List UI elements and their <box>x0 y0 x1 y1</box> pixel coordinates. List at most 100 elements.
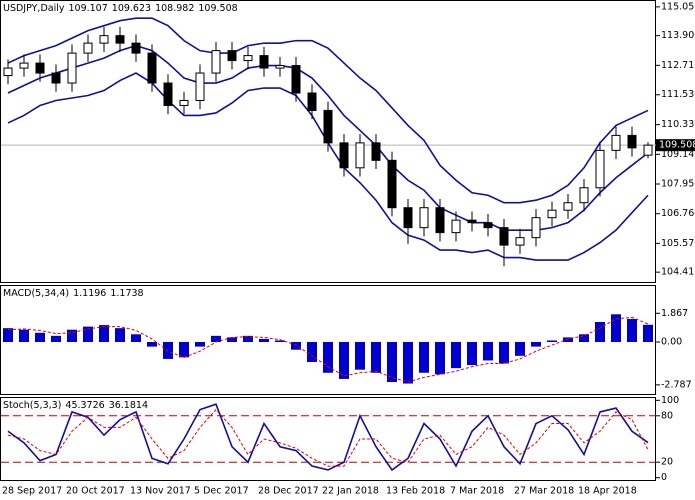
candle-body <box>403 207 413 229</box>
x-tick-label: 7 Mar 2018 <box>450 486 504 497</box>
macd-bar <box>403 342 413 384</box>
ohlc-value: 109.107 <box>68 3 107 14</box>
ohlc-value: 109.508 <box>198 3 237 14</box>
macd-bar <box>483 342 493 361</box>
candle-body <box>627 134 637 149</box>
macd-bar <box>611 314 621 342</box>
candle-body <box>339 142 349 169</box>
ohlc-value: 108.982 <box>155 3 194 14</box>
candle-body <box>67 52 77 84</box>
indicator-name: Stoch(5,3,3) <box>3 400 61 411</box>
candle-body <box>387 159 397 209</box>
macd-bar <box>435 342 445 375</box>
macd-bar <box>195 342 205 347</box>
candle-body <box>643 144 653 156</box>
candle-body <box>3 67 13 77</box>
macd-pane <box>0 285 656 395</box>
macd-bar <box>595 322 605 342</box>
stoch-pane <box>0 397 656 481</box>
x-tick-label: 5 Dec 2017 <box>194 486 249 497</box>
x-tick-label: 22 Jan 2018 <box>322 486 379 497</box>
candle-body <box>419 207 429 229</box>
indicator-value: 36.1814 <box>109 400 148 411</box>
candle-body <box>179 99 189 106</box>
candle-body <box>275 65 285 69</box>
y-tick-label: 111.530 <box>661 89 695 100</box>
macd-bar <box>259 338 269 342</box>
candle-body <box>499 227 509 246</box>
x-tick-label: 28 Sep 2017 <box>2 486 62 497</box>
indicator-value: 1.1196 <box>73 288 106 299</box>
candle-body <box>99 35 109 44</box>
y-tick-label: 106.760 <box>661 208 695 219</box>
macd-bar <box>547 340 557 342</box>
candle-body <box>115 35 125 44</box>
y-tick-label: 20 <box>661 457 673 468</box>
macd-bar <box>275 340 285 342</box>
macd-bar <box>163 342 173 359</box>
y-tick-label: 113.900 <box>661 30 695 41</box>
macd-bar <box>307 342 317 362</box>
bollinger-upper <box>7 17 649 204</box>
candle-body <box>19 62 29 69</box>
x-tick-label: 13 Feb 2018 <box>386 486 445 497</box>
indicator-value: 1.1738 <box>110 288 143 299</box>
candle-body <box>51 72 61 84</box>
candle-body <box>195 72 205 101</box>
y-tick-label: 104.415 <box>661 267 695 278</box>
macd-bar <box>99 325 109 342</box>
macd-bar <box>579 334 589 342</box>
candle-body <box>83 42 93 54</box>
macd-bar <box>339 342 349 379</box>
y-tick-label: -2.787 <box>661 379 692 390</box>
candle-body <box>243 55 253 62</box>
candle-body <box>227 50 237 62</box>
macd-bar <box>131 334 141 342</box>
macd-bar <box>243 335 253 342</box>
macd-bar <box>227 337 237 342</box>
candle-body <box>435 207 445 234</box>
candle-body <box>147 52 157 84</box>
macd-bar <box>67 329 77 342</box>
y-tick-label: 0.00 <box>661 337 682 348</box>
y-tick-label: 109.140 <box>661 149 695 160</box>
y-tick-label: 0 <box>661 472 667 483</box>
macd-bar <box>211 335 221 342</box>
x-tick-label: 28 Dec 2017 <box>258 486 319 497</box>
y-tick-label: 100 <box>661 395 679 406</box>
macd-bar <box>643 324 653 342</box>
macd-bar <box>627 318 637 342</box>
candle-body <box>451 219 461 234</box>
x-tick-label: 20 Oct 2017 <box>66 486 125 497</box>
macd-bar <box>531 342 541 347</box>
macd-bar <box>563 337 573 342</box>
candle-body <box>611 134 621 151</box>
candle-body <box>547 209 557 219</box>
y-tick-label: 110.330 <box>661 119 695 130</box>
macd-bar <box>467 342 477 366</box>
price-pane <box>0 0 656 283</box>
candle-body <box>259 55 269 69</box>
macd-bar <box>291 342 301 350</box>
ohlc-value: 109.623 <box>112 3 151 14</box>
macd-bar <box>35 332 45 342</box>
indicator-title: Stoch(5,3,3) 45.3726 36.1814 <box>3 400 148 411</box>
candle-body <box>579 187 589 204</box>
candle-body <box>355 142 365 169</box>
y-tick-label: 1.867 <box>661 308 688 319</box>
last-price-label: 109.508 <box>659 140 695 151</box>
candle-body <box>483 222 493 229</box>
candle-body <box>371 142 381 161</box>
macd-bar <box>83 326 93 342</box>
bollinger-middle <box>7 44 649 231</box>
candle-body <box>211 50 221 74</box>
symbol: USDJPY,Daily <box>3 3 65 14</box>
macd-bar <box>419 342 429 373</box>
macd-bar <box>499 342 509 364</box>
macd-bar <box>19 329 29 342</box>
last-price-box <box>656 139 695 152</box>
macd-bar <box>3 328 13 342</box>
macd-bar <box>179 342 189 358</box>
y-tick-label: 80 <box>661 410 673 421</box>
